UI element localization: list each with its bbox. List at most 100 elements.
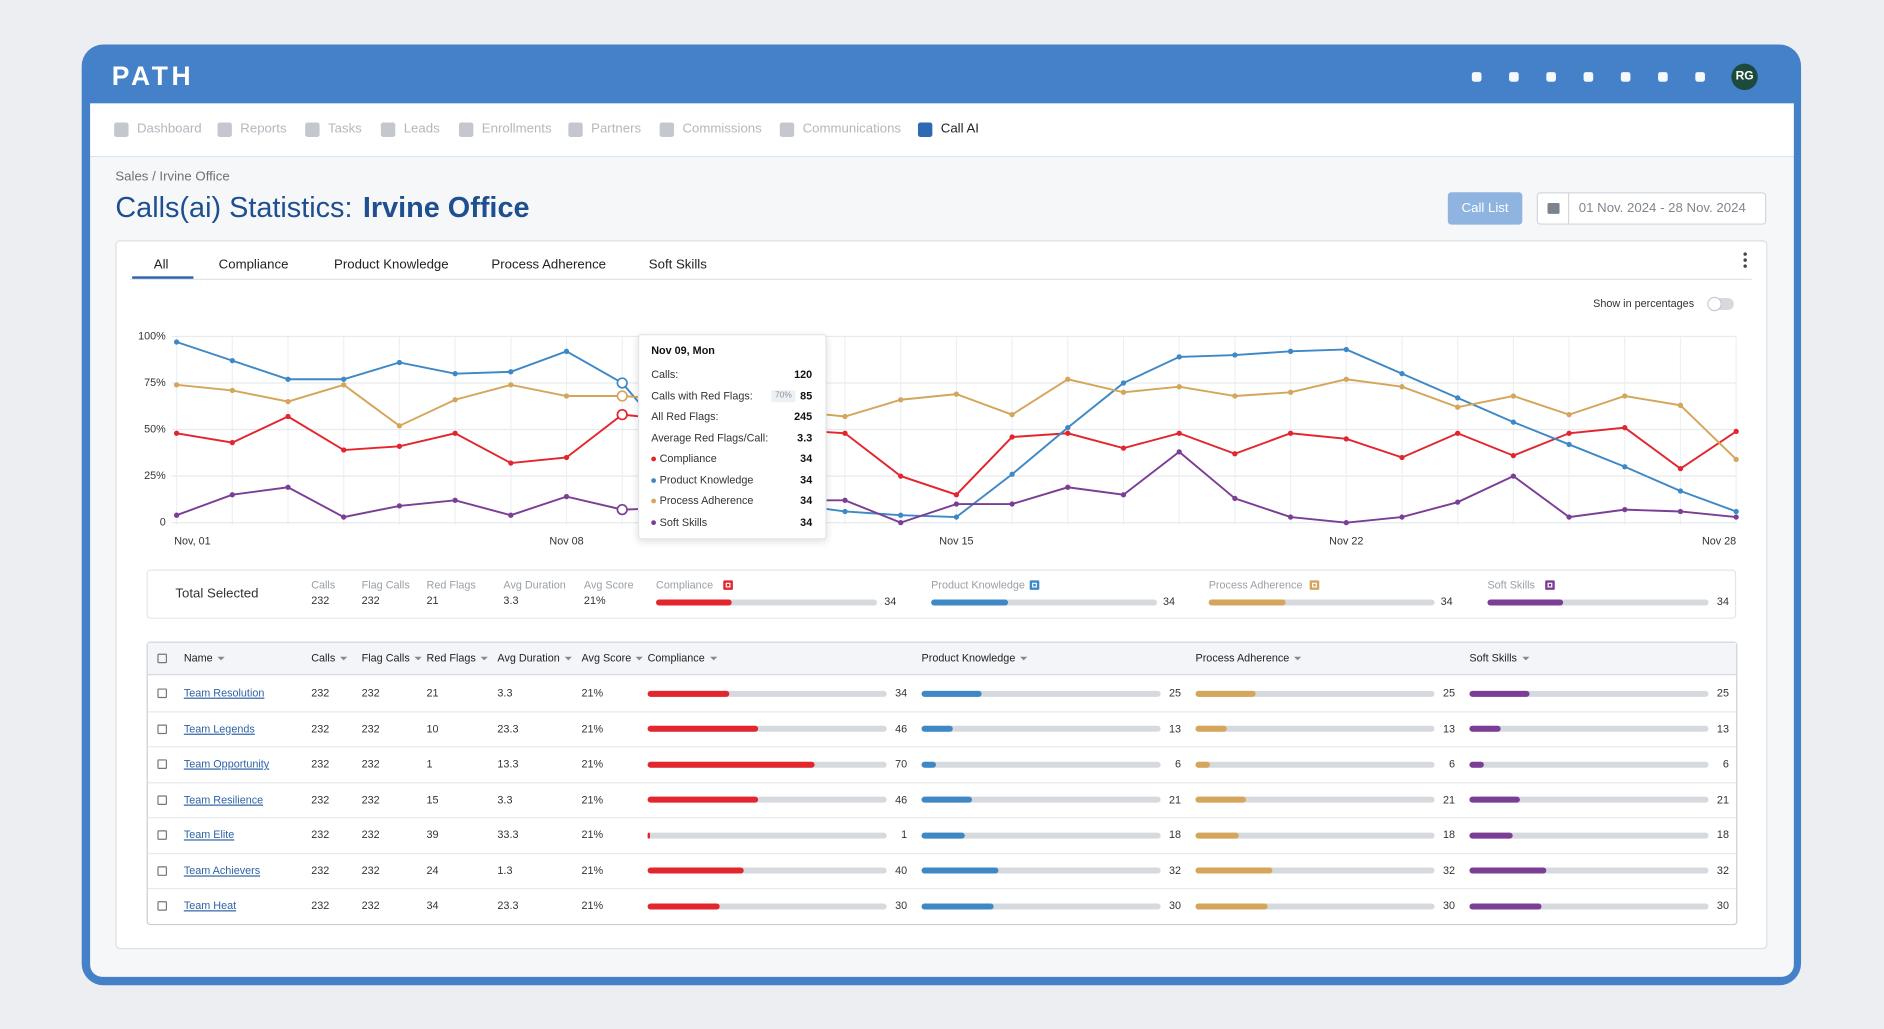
tab[interactable]: Soft Skills xyxy=(648,257,707,273)
avatar-initials: RG xyxy=(1735,69,1754,83)
bar-track xyxy=(1195,902,1435,909)
menu-item[interactable]: Dashboard xyxy=(136,121,202,137)
category-checkbox[interactable] xyxy=(1545,580,1555,590)
team-link[interactable]: Team Elite xyxy=(183,828,235,841)
data-point xyxy=(563,348,570,354)
row-divider xyxy=(147,888,1737,890)
header-icon[interactable] xyxy=(1583,72,1594,82)
checkbox[interactable] xyxy=(157,794,168,805)
legend-dot xyxy=(651,477,657,483)
menu-item[interactable]: Commissions xyxy=(682,121,762,137)
menu-item[interactable]: Partners xyxy=(591,121,642,137)
checkbox[interactable] xyxy=(157,830,168,840)
menu-item[interactable]: Communications xyxy=(802,121,902,137)
row-divider xyxy=(147,781,1737,784)
call-list-button[interactable] xyxy=(1447,192,1523,225)
header-icon[interactable] xyxy=(1658,72,1668,82)
team-link[interactable]: Team Resilience xyxy=(183,793,264,806)
tab[interactable]: All xyxy=(153,257,169,273)
data-point xyxy=(508,460,514,466)
column-header[interactable]: Product Knowledge xyxy=(922,652,1028,665)
bar-track xyxy=(647,832,887,839)
checkbox[interactable] xyxy=(157,723,168,734)
menu-item[interactable]: Leads xyxy=(403,121,440,137)
checkbox[interactable] xyxy=(157,865,168,876)
y-tick-label: 100% xyxy=(138,330,166,342)
stat-label: Avg Score xyxy=(583,578,634,591)
header-icon[interactable] xyxy=(1546,72,1556,82)
column-header[interactable]: Soft Skills xyxy=(1469,652,1529,665)
tab[interactable]: Product Knowledge xyxy=(334,257,449,273)
cell-value: 25 xyxy=(1716,686,1729,699)
bar-track xyxy=(921,832,1161,839)
cell-value: 34 xyxy=(895,686,908,699)
checkbox[interactable] xyxy=(157,653,168,664)
team-link[interactable]: Team Opportunity xyxy=(183,757,270,770)
category-checkbox[interactable] xyxy=(1309,580,1320,590)
data-point xyxy=(1176,449,1182,455)
column-header[interactable]: Calls xyxy=(311,652,348,665)
tab[interactable]: Compliance xyxy=(218,257,289,273)
date-picker[interactable] xyxy=(1536,192,1767,225)
tab[interactable]: Process Adherence xyxy=(491,257,607,273)
category-value: 34 xyxy=(1440,595,1453,608)
bar xyxy=(656,599,732,606)
category-checkbox[interactable] xyxy=(1029,580,1040,590)
bar-track xyxy=(1195,725,1435,732)
menu-item[interactable]: Enrollments xyxy=(481,121,552,137)
checkbox[interactable] xyxy=(157,901,168,911)
checkbox[interactable] xyxy=(157,759,168,769)
bar xyxy=(647,796,758,803)
tooltip-value: 34 xyxy=(800,473,813,486)
sort-arrow xyxy=(1020,656,1028,661)
data-point xyxy=(1343,346,1349,353)
column-header[interactable]: Avg Duration xyxy=(497,652,572,665)
cell: 21% xyxy=(581,864,604,877)
logo: PATH xyxy=(111,61,195,92)
data-point xyxy=(1009,434,1015,440)
bar xyxy=(1195,796,1246,803)
data-point xyxy=(452,497,458,503)
team-link[interactable]: Team Heat xyxy=(183,899,237,912)
cell: 21% xyxy=(581,722,604,735)
cell-value: 30 xyxy=(1169,899,1182,912)
header-icon[interactable] xyxy=(1471,72,1482,82)
tooltip-value: 245 xyxy=(794,410,813,423)
menu-item[interactable]: Tasks xyxy=(328,121,362,137)
tooltip-title: Nov 09, Mon xyxy=(651,344,715,357)
team-link[interactable]: Team Achievers xyxy=(183,864,261,877)
data-point xyxy=(1733,428,1739,435)
table xyxy=(146,641,1738,926)
data-point xyxy=(616,408,628,421)
menu-item[interactable]: Call AI xyxy=(940,121,979,137)
cell-value: 6 xyxy=(1175,757,1182,770)
cell: 232 xyxy=(311,722,330,735)
checkbox[interactable] xyxy=(157,688,168,699)
data-point xyxy=(1399,454,1405,461)
header-icon[interactable] xyxy=(1620,72,1631,82)
table-header xyxy=(147,642,1737,676)
column-header[interactable]: Flag Calls xyxy=(362,652,422,665)
cell: 232 xyxy=(361,899,380,912)
cell: 232 xyxy=(361,828,380,841)
column-header[interactable]: Name xyxy=(184,652,225,665)
team-link[interactable]: Team Resolution xyxy=(183,686,265,699)
data-point xyxy=(285,413,291,420)
header-icon[interactable] xyxy=(1509,72,1519,82)
column-header[interactable]: Avg Score xyxy=(582,652,644,665)
data-point xyxy=(1399,371,1405,377)
row-divider xyxy=(147,817,1737,819)
column-header[interactable]: Process Adherence xyxy=(1195,652,1302,665)
category-checkbox[interactable] xyxy=(723,580,733,590)
kebab-menu[interactable] xyxy=(1743,251,1747,268)
data-point xyxy=(285,376,291,382)
column-header[interactable]: Compliance xyxy=(648,652,717,665)
column-header[interactable]: Red Flags xyxy=(427,652,488,665)
avatar[interactable] xyxy=(1731,63,1758,91)
menu-item[interactable]: Reports xyxy=(240,121,287,137)
cell: 10 xyxy=(426,722,439,735)
row-divider xyxy=(147,852,1737,854)
team-link[interactable]: Team Legends xyxy=(183,722,255,735)
header-icon[interactable] xyxy=(1695,72,1705,82)
